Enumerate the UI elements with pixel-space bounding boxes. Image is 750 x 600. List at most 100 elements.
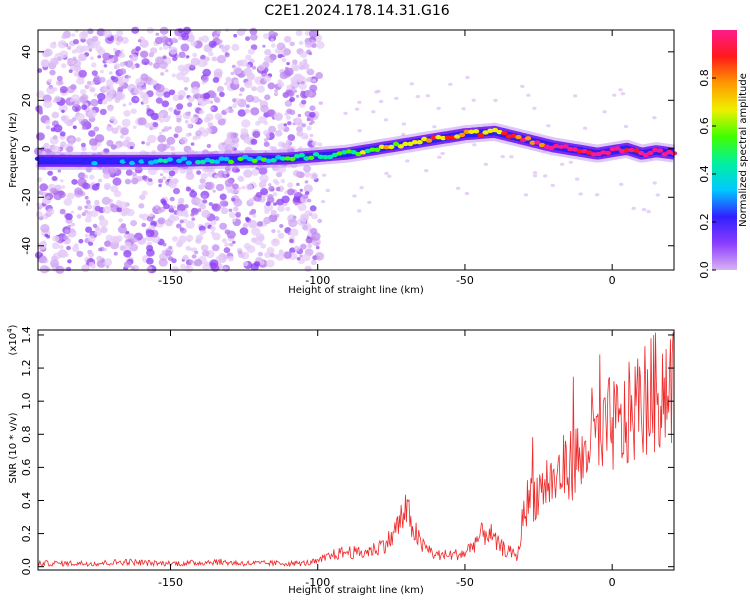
spectrogram-ridge-cell [223,156,230,162]
spectrogram-noise-cell [471,98,476,102]
spectrogram-noise-cell [90,56,94,60]
spectrogram-noise-cell [75,113,85,122]
spectrogram-noise-cell [164,69,169,73]
spectrogram-noise-cell [472,143,477,147]
spectrogram-noise-cell [304,171,311,178]
spectrogram-noise-cell [186,265,190,269]
spectrogram-noise-cell [263,216,272,225]
spectrogram-ridge-cell [53,157,60,162]
spectrogram-noise-cell [259,66,264,70]
spectrogram-noise-cell [159,173,164,177]
spectrogram-noise-cell [289,228,299,237]
spectrogram-noise-cell [247,72,255,80]
spectrogram-noise-cell [73,39,79,45]
spectrogram-noise-cell [274,180,280,186]
spectrogram-noise-cell [178,51,186,59]
spectrogram-noise-cell [276,171,283,178]
spectrogram-background-scatter [34,26,670,274]
spectrogram-noise-cell [99,108,107,116]
spectrogram-ridge-cell [96,157,103,162]
spectrogram-noise-cell [283,35,292,43]
spectrogram-ridge-cell [58,159,65,164]
y-tick-label: 1.0 [20,392,33,410]
spectrogram-noise-cell [129,54,138,62]
spectrogram-noise-cell [268,30,276,38]
spectrogram-noise-cell [127,75,132,79]
spectrogram-noise-cell [196,170,202,175]
colorbar-ticks: 0.0 0.2 0.4 0.6 0.8 [698,69,716,279]
snr-scale-close: ) [8,324,19,328]
spectrogram-noise-cell [184,213,190,218]
spectrogram-noise-cell [264,251,272,259]
spectrogram-noise-cell [276,253,285,261]
spectrogram-noise-cell [146,266,153,272]
spectrogram-noise-cell [94,93,98,97]
spectrogram-noise-cell [148,52,154,58]
spectrogram-y-ticks: -40 -20 0 20 40 [20,45,674,255]
spectrogram-noise-cell [620,92,626,96]
spectrogram-noise-cell [163,45,169,50]
spectrogram-noise-cell [242,223,249,228]
spectrogram-noise-cell [201,75,209,83]
spectrogram-noise-cell [70,84,77,90]
spectrogram-noise-cell [292,215,297,219]
spectrogram-noise-cell [69,65,75,70]
spectrogram-noise-cell [178,95,184,100]
spectrogram-noise-cell [97,92,106,101]
spectrogram-noise-cell [72,125,77,130]
spectrogram-noise-cell [219,91,225,97]
spectrogram-noise-cell [133,86,143,95]
spectrogram-noise-cell [71,49,77,54]
spectrogram-noise-cell [277,232,285,239]
spectrogram-noise-cell [80,142,86,148]
spectrogram-noise-cell [85,199,91,205]
spectrogram-noise-cell [303,184,313,193]
spectrogram-noise-cell [176,117,182,123]
spectrogram-noise-cell [158,113,164,118]
spectrogram-noise-cell [198,42,202,46]
spectrogram-noise-cell [36,202,41,207]
spectrogram-noise-cell [125,169,133,176]
snr-plot-area [38,330,674,570]
spectrogram-noise-cell [128,102,132,106]
spectrogram-noise-cell [102,52,111,61]
snr-scale-note-text: (x10 [8,333,19,356]
spectrogram-noise-cell [297,113,302,118]
spectrogram-noise-cell [297,217,307,227]
spectrogram-noise-cell [88,261,95,268]
spectrogram-noise-cell [320,200,326,204]
spectrogram-ridge-cell [524,136,532,141]
spectrogram-noise-cell [185,245,191,251]
spectrogram-noise-cell [289,238,294,244]
spectrogram-noise-cell [168,178,176,186]
spectrogram-ridge-cell [237,156,244,161]
spectrogram-noise-cell [201,194,207,200]
spectrogram-ridge-cell [190,157,197,163]
spectrogram-noise-cell [242,261,249,267]
spectrogram-noise-cell [254,261,260,267]
spectrogram-noise-cell [217,118,226,126]
spectrogram-noise-cell [217,39,223,44]
spectrogram-noise-cell [184,120,189,124]
snr-panel: -150 -100 -50 0 0.0 0.2 0.4 0.6 0.8 1.0 1.2 1.4 He… [6,324,675,596]
spectrogram-y-axis-label: Frequency (Hz) [8,112,19,188]
colorbar-gradient [712,30,737,270]
spectrogram-noise-cell [53,95,62,103]
spectrogram-ridge-cell [595,151,602,157]
spectrogram-noise-cell [93,75,100,81]
spectrogram-noise-cell [384,171,389,176]
spectrogram-noise-cell [116,125,122,130]
spectrogram-ridge-cell [312,152,320,157]
spectrogram-noise-cell [295,94,300,98]
spectrogram-noise-cell [176,210,184,217]
spectrogram-noise-cell [84,209,88,214]
spectrogram-noise-cell [121,118,131,127]
spectrogram-noise-cell [264,49,272,56]
spectrogram-ridge-cell [633,148,640,153]
spectrogram-noise-cell [239,59,248,67]
spectrogram-noise-cell [141,190,148,196]
spectrogram-noise-cell [129,146,134,150]
spectrogram-noise-cell [189,31,193,35]
spectrogram-noise-cell [52,235,60,242]
spectrogram-noise-cell [299,254,303,258]
